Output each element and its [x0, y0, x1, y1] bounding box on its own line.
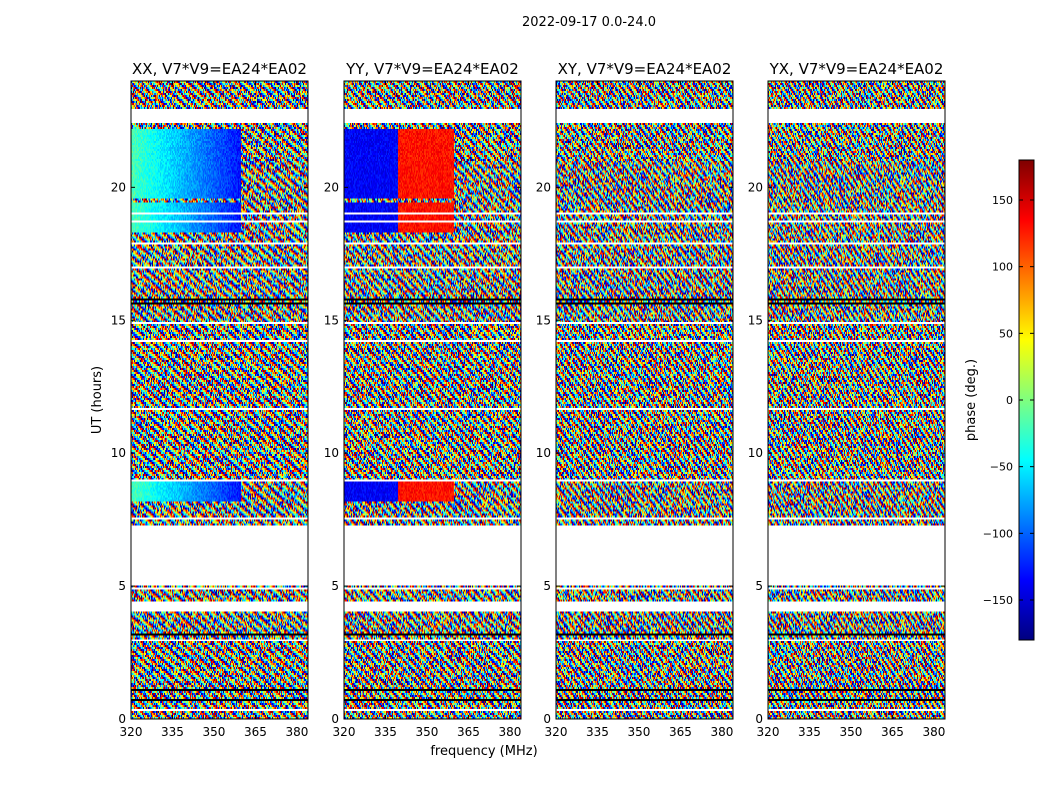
panels: XX, V7*V9=EA24*EA02 320 335 350 365 380 0 5 10 15… — [111, 60, 946, 739]
x-axis-label: frequency (MHz) — [430, 744, 537, 759]
y-tick-label: 10 — [324, 446, 339, 460]
colorbar-tick-label: 150 — [992, 194, 1013, 207]
colorbar-tick-label: 0 — [1006, 394, 1013, 407]
y-axis-label: UT (hours) — [90, 366, 105, 434]
y-tick-label: 20 — [324, 180, 339, 194]
x-tick-label: 335 — [374, 725, 397, 739]
panel-xy: XY, V7*V9=EA24*EA02 320 335 350 365 380 0 5 10 15… — [536, 60, 734, 739]
y-tick-label: 20 — [748, 180, 763, 194]
y-tick-label: 0 — [118, 712, 126, 726]
panel-yy: YY, V7*V9=EA24*EA02 320 335 350 365 380 0 5 10 15… — [324, 60, 522, 739]
x-tick-label: 380 — [285, 725, 308, 739]
panel-title: YX, V7*V9=EA24*EA02 — [769, 60, 944, 78]
colorbar-tick-label: 50 — [999, 327, 1013, 340]
colorbar: phase (deg.) −150 −100 −50 0 50 100 150 — [964, 159, 1035, 641]
y-tick-label: 20 — [111, 180, 126, 194]
colorbar-tick-label: 100 — [992, 261, 1013, 274]
colorbar-tick-label: −100 — [983, 527, 1013, 540]
panel-title: YY, V7*V9=EA24*EA02 — [345, 60, 519, 78]
x-tick-label: 380 — [498, 725, 521, 739]
y-tick-label: 15 — [536, 313, 551, 327]
panel-frame — [130, 80, 309, 720]
panel-title: XX, V7*V9=EA24*EA02 — [132, 60, 307, 78]
x-tick-label: 365 — [457, 725, 480, 739]
x-tick-label: 320 — [333, 725, 356, 739]
y-tick-label: 15 — [111, 313, 126, 327]
x-tick-label: 350 — [203, 725, 226, 739]
y-tick-label: 5 — [543, 579, 551, 593]
x-tick-label: 365 — [669, 725, 692, 739]
y-tick-label: 0 — [755, 712, 763, 726]
phase-heatmap — [768, 81, 945, 719]
y-tick-label: 20 — [536, 180, 551, 194]
y-tick-label: 5 — [755, 579, 763, 593]
x-tick-label: 350 — [840, 725, 863, 739]
y-tick-label: 15 — [748, 313, 763, 327]
y-tick-label: 10 — [748, 446, 763, 460]
y-tick-label: 15 — [324, 313, 339, 327]
panel-title: XY, V7*V9=EA24*EA02 — [558, 60, 732, 78]
x-tick-label: 380 — [922, 725, 945, 739]
x-tick-label: 380 — [710, 725, 733, 739]
colorbar-label: phase (deg.) — [964, 359, 979, 441]
x-tick-label: 335 — [798, 725, 821, 739]
x-tick-label: 365 — [244, 725, 267, 739]
x-tick-label: 320 — [120, 725, 143, 739]
panel-yx: YX, V7*V9=EA24*EA02 320 335 350 365 380 0 5 10 15… — [748, 60, 946, 739]
x-tick-label: 320 — [545, 725, 568, 739]
x-tick-label: 335 — [586, 725, 609, 739]
colorbar-tick-label: −150 — [983, 594, 1013, 607]
phase-heatmap — [131, 81, 308, 719]
panel-frame — [767, 80, 946, 720]
y-tick-label: 10 — [111, 446, 126, 460]
phase-heatmap — [556, 81, 733, 719]
panel-frame — [555, 80, 734, 720]
figure-suptitle: 2022-09-17 0.0-24.0 — [522, 15, 656, 30]
x-tick-label: 335 — [161, 725, 184, 739]
y-tick-label: 0 — [543, 712, 551, 726]
x-tick-label: 350 — [416, 725, 439, 739]
y-tick-label: 5 — [331, 579, 339, 593]
colorbar-tick-label: −50 — [990, 461, 1013, 474]
y-tick-label: 5 — [118, 579, 126, 593]
y-tick-label: 10 — [536, 446, 551, 460]
x-tick-label: 365 — [881, 725, 904, 739]
x-tick-label: 320 — [757, 725, 780, 739]
x-tick-label: 350 — [628, 725, 651, 739]
panel-xx: XX, V7*V9=EA24*EA02 320 335 350 365 380 0 5 10 15… — [111, 60, 309, 739]
y-tick-label: 0 — [331, 712, 339, 726]
phase-heatmap — [344, 81, 521, 719]
panel-frame — [343, 80, 522, 720]
